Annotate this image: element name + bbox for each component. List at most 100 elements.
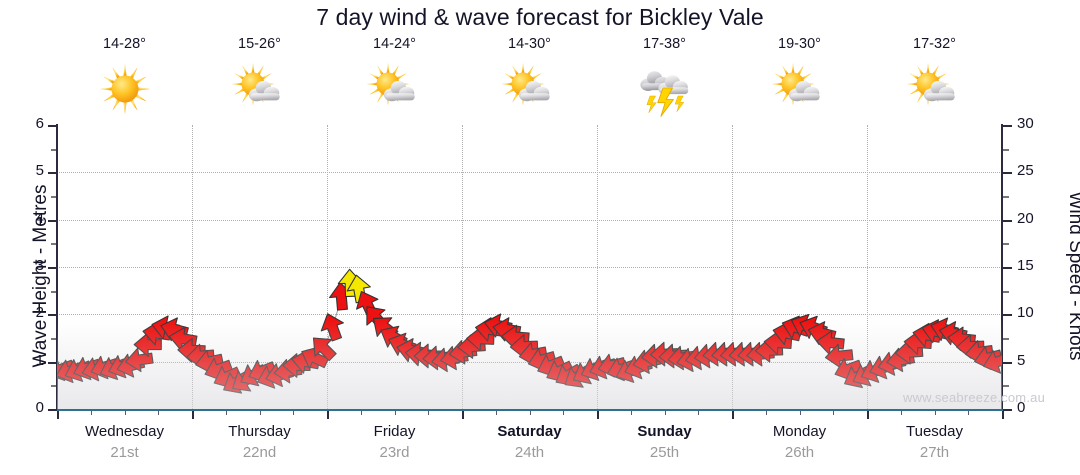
x-axis-minor-tick <box>900 409 902 415</box>
right-axis-tick-label: 5 <box>1017 351 1026 369</box>
right-axis-tick <box>1003 267 1012 269</box>
day-header-tuesday: 17-32° <box>867 36 1002 122</box>
day-header-thursday: 15-26° <box>192 36 327 122</box>
left-axis-minor-tick <box>51 290 57 293</box>
left-axis-tick <box>48 172 57 175</box>
right-axis-minor-tick <box>1003 148 1009 151</box>
day-date: 24th <box>514 444 545 461</box>
x-axis-day-tick <box>462 409 464 419</box>
left-axis-tick-label: 4 <box>35 209 44 227</box>
x-axis-minor-tick <box>934 409 936 415</box>
right-axis-tick <box>1003 314 1012 317</box>
left-axis-tick <box>48 219 57 222</box>
day-header-wednesday: 14-28° <box>57 36 192 122</box>
right-axis-tick <box>1003 172 1012 175</box>
day-name: Sunday <box>637 423 692 440</box>
temperature-range: 14-30° <box>508 36 551 52</box>
right-axis-tick <box>1003 219 1012 222</box>
x-axis-day-tick <box>867 409 869 419</box>
day-name: Thursday <box>228 423 291 440</box>
left-axis-tick <box>48 409 57 411</box>
left-axis-tick-label: 2 <box>35 304 44 322</box>
gridline-vertical <box>462 125 463 409</box>
day-name: Friday <box>373 423 416 440</box>
x-axis-minor-tick <box>563 409 565 415</box>
x-axis-minor-tick <box>293 409 295 415</box>
left-axis-tick-label: 0 <box>35 399 44 416</box>
day-date: 26th <box>784 444 815 461</box>
left-axis-tick <box>48 361 57 364</box>
x-axis-day-tick <box>192 409 194 419</box>
gridline-horizontal <box>57 219 1002 221</box>
day-header-monday: 19-30° <box>732 36 867 122</box>
x-axis-minor-tick <box>124 409 126 415</box>
x-axis-minor-tick <box>968 409 970 415</box>
sun-cloud-icon <box>358 58 432 120</box>
left-axis-minor-tick <box>51 338 57 340</box>
watermark: www.seabreeze.com.au <box>903 390 1046 405</box>
x-axis-minor-tick <box>765 409 767 415</box>
sun-cloud-icon <box>223 58 297 120</box>
left-axis-tick-label: 6 <box>35 115 44 132</box>
day-name: Wednesday <box>85 423 164 440</box>
right-axis-minor-tick <box>1003 196 1009 198</box>
day-label-sunday: Sunday 25th <box>597 422 732 472</box>
right-axis-minor-tick <box>1003 385 1009 388</box>
day-date: 21st <box>110 444 139 461</box>
x-axis-day-tick <box>732 409 734 419</box>
sun-cloud-icon <box>898 58 972 120</box>
temperature-range: 17-38° <box>643 36 686 52</box>
day-label-tuesday: Tuesday 27th <box>867 422 1002 472</box>
temperature-range: 15-26° <box>238 36 281 52</box>
day-name: Monday <box>772 423 827 440</box>
gridline-vertical <box>192 125 193 409</box>
sun-cloud-icon <box>763 58 837 120</box>
x-axis-minor-tick <box>428 409 430 415</box>
x-axis-minor-tick <box>664 409 666 415</box>
left-axis-tick <box>48 125 57 127</box>
x-axis-minor-tick <box>630 409 632 415</box>
day-label-thursday: Thursday 22nd <box>192 422 327 472</box>
left-axis-tick <box>48 267 57 269</box>
x-axis-minor-tick <box>833 409 835 415</box>
page-title: 7 day wind & wave forecast for Bickley V… <box>316 4 764 30</box>
gridline-vertical <box>732 125 733 409</box>
x-axis-minor-tick <box>90 409 92 415</box>
wind-arrows-svg <box>57 268 1002 394</box>
day-header-friday: 14-24° <box>327 36 462 122</box>
x-axis-minor-tick <box>799 409 801 415</box>
day-label-friday: Friday 23rd <box>327 422 462 472</box>
x-axis-minor-tick <box>259 409 261 415</box>
day-axis-labels: Wednesday 21st Thursday 22nd Friday 23rd Satur… <box>57 422 1002 472</box>
thunderstorm-icon <box>628 58 702 120</box>
sun-icon <box>88 58 162 120</box>
gridline-vertical <box>867 125 868 409</box>
right-axis-minor-tick <box>1003 338 1009 340</box>
right-axis-tick-label: 20 <box>1017 209 1034 227</box>
day-name: Tuesday <box>906 423 963 440</box>
left-axis-minor-tick <box>51 148 57 151</box>
gridline-horizontal <box>57 172 1002 174</box>
day-header-saturday: 14-30° <box>462 36 597 122</box>
right-axis-line <box>1001 124 1003 411</box>
right-axis-minor-tick <box>1003 290 1009 293</box>
sun-cloud-icon <box>493 58 567 120</box>
x-axis-minor-tick <box>225 409 227 415</box>
x-axis-minor-tick <box>495 409 497 415</box>
x-axis-minor-tick <box>394 409 396 415</box>
left-axis-tick-label: 5 <box>35 162 44 180</box>
right-axis-tick-label: 0 <box>1017 399 1026 416</box>
x-axis-day-tick <box>57 409 59 419</box>
right-axis-tick <box>1003 361 1012 364</box>
baseline-axis <box>57 409 1003 411</box>
temperature-range: 19-30° <box>778 36 821 52</box>
gridline-horizontal <box>57 267 1002 268</box>
day-label-saturday: Saturday 24th <box>462 422 597 472</box>
left-axis-tick-label: 1 <box>35 351 44 369</box>
day-date: 23rd <box>379 444 410 461</box>
day-header-sunday: 17-38° <box>597 36 732 122</box>
day-label-wednesday: Wednesday 21st <box>57 422 192 472</box>
day-forecast-header-strip: 14-28° 15-26° 14-24° <box>57 36 1002 122</box>
day-label-monday: Monday 26th <box>732 422 867 472</box>
